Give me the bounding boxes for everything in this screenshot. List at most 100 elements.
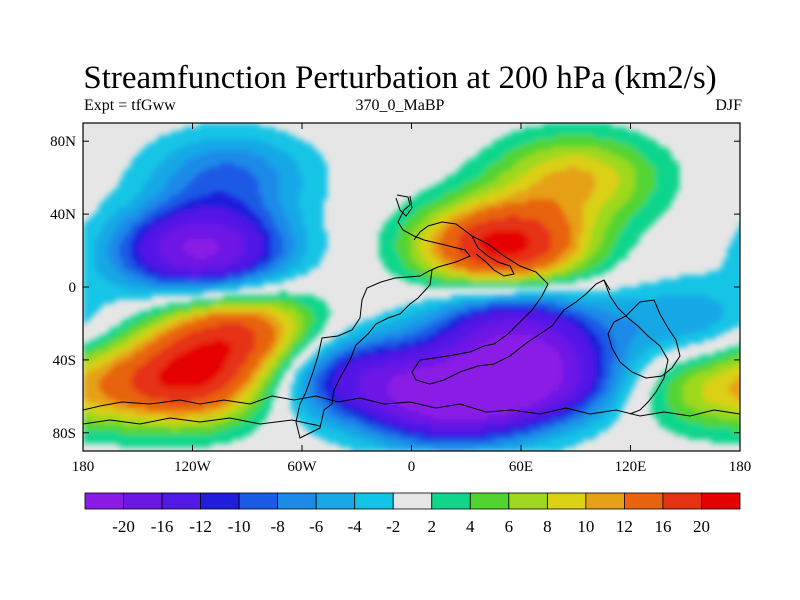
field-cell [147, 151, 152, 156]
field-cell [203, 123, 208, 128]
field-cell [535, 195, 540, 200]
field-cell [719, 291, 724, 296]
field-cell [271, 159, 276, 164]
field-cell [515, 291, 520, 296]
field-cell [163, 191, 168, 196]
field-cell [711, 291, 716, 296]
field-cell [539, 207, 544, 212]
field-cell [147, 191, 152, 196]
field-cell [259, 299, 264, 304]
field-cell [223, 215, 228, 220]
field-cell [615, 139, 620, 144]
field-cell [171, 223, 176, 228]
field-cell [471, 279, 476, 284]
field-cell [203, 259, 208, 264]
field-cell [515, 183, 520, 188]
field-cell [175, 155, 180, 160]
field-cell [239, 239, 244, 244]
field-cell [539, 243, 544, 248]
field-cell [151, 215, 156, 220]
field-cell [215, 191, 220, 196]
field-cell [503, 187, 508, 192]
field-cell [175, 159, 180, 164]
field-cell [267, 131, 272, 136]
field-cell [579, 159, 584, 164]
field-cell [119, 283, 124, 288]
field-cell [639, 295, 644, 300]
field-cell [711, 303, 716, 308]
field-cell [511, 223, 516, 228]
field-cell [295, 203, 300, 208]
field-cell [727, 283, 732, 288]
field-cell [475, 279, 480, 284]
field-cell [531, 147, 536, 152]
field-cell [139, 203, 144, 208]
field-cell [259, 211, 264, 216]
field-cell [279, 131, 284, 136]
field-cell [403, 259, 408, 264]
field-cell [607, 171, 612, 176]
field-cell [183, 127, 188, 132]
field-cell [559, 291, 564, 296]
field-cell [479, 219, 484, 224]
field-cell [623, 203, 628, 208]
field-cell [239, 159, 244, 164]
field-cell [399, 243, 404, 248]
field-cell [627, 211, 632, 216]
field-cell [103, 203, 108, 208]
field-cell [731, 287, 736, 292]
field-cell [195, 135, 200, 140]
field-cell [135, 199, 140, 204]
field-cell [311, 227, 316, 232]
field-cell [575, 183, 580, 188]
field-cell [287, 167, 292, 172]
field-cell [199, 131, 204, 136]
field-cell [623, 239, 628, 244]
field-cell [591, 235, 596, 240]
field-cell [279, 251, 284, 256]
field-cell [291, 163, 296, 168]
field-cell [251, 183, 256, 188]
field-cell [555, 167, 560, 172]
field-cell [271, 195, 276, 200]
field-cell [87, 255, 92, 260]
field-cell [175, 131, 180, 136]
field-cell [203, 215, 208, 220]
field-cell [491, 295, 496, 300]
field-cell [143, 275, 148, 280]
field-cell [195, 287, 200, 292]
field-cell [559, 267, 564, 272]
field-cell [455, 195, 460, 200]
field-cell [491, 251, 496, 256]
field-cell [163, 187, 168, 192]
field-cell [607, 135, 612, 140]
field-cell [499, 275, 504, 280]
field-cell [395, 251, 400, 256]
field-cell [155, 143, 160, 148]
field-cell [459, 211, 464, 216]
field-cell [391, 235, 396, 240]
field-cell [639, 283, 644, 288]
field-cell [543, 155, 548, 160]
field-cell [479, 279, 484, 284]
field-cell [631, 295, 636, 300]
field-cell [127, 219, 132, 224]
field-cell [627, 203, 632, 208]
field-cell [487, 203, 492, 208]
field-cell [707, 271, 712, 276]
field-cell [195, 207, 200, 212]
field-cell [319, 175, 324, 180]
field-cell [539, 283, 544, 288]
field-cell [267, 167, 272, 172]
field-cell [627, 235, 632, 240]
field-cell [571, 215, 576, 220]
field-cell [635, 179, 640, 184]
field-cell [675, 291, 680, 296]
field-cell [223, 163, 228, 168]
field-cell [467, 235, 472, 240]
field-cell [123, 211, 128, 216]
field-cell [459, 279, 464, 284]
field-cell [207, 183, 212, 188]
field-cell [443, 219, 448, 224]
field-cell [235, 295, 240, 300]
